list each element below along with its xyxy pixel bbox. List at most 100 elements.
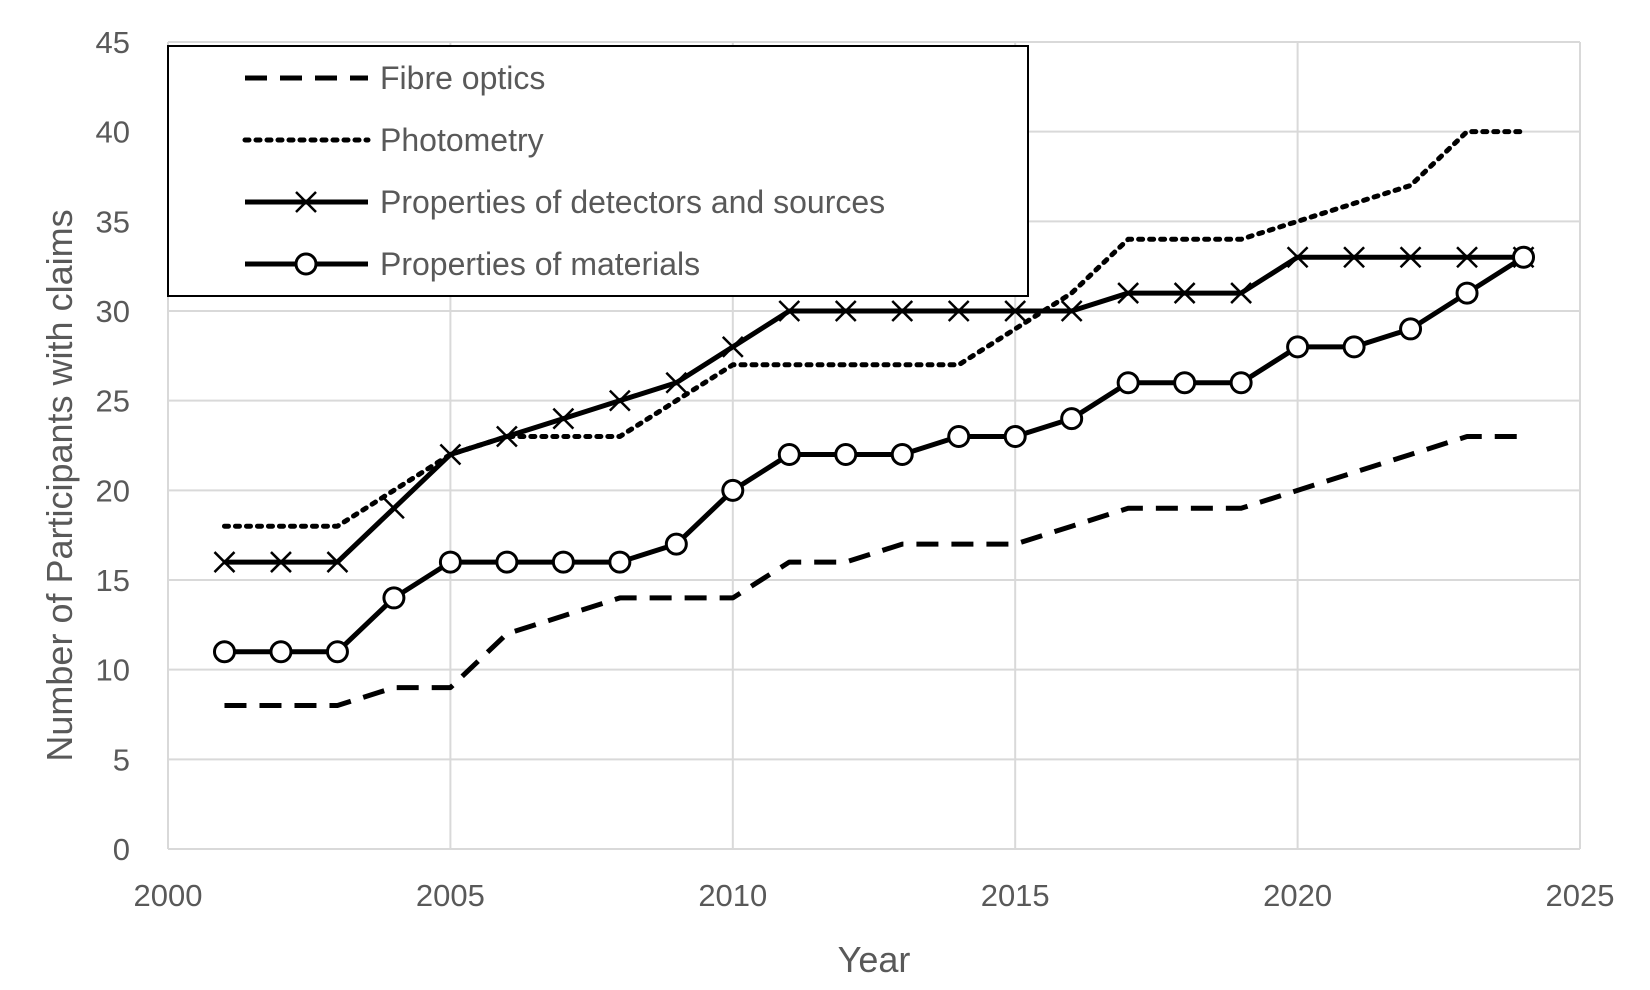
data-point	[778, 300, 801, 322]
marker-stroke	[834, 300, 857, 322]
legend-item: Photometry	[242, 122, 544, 158]
data-point	[1060, 300, 1083, 322]
data-point	[1456, 246, 1478, 269]
y-tick-label: 25	[96, 384, 130, 419]
data-point	[495, 550, 519, 574]
legend-item: Properties of detectors and sources	[245, 184, 885, 220]
marker-stroke	[721, 335, 744, 358]
legend-item: Properties of materials	[245, 246, 700, 282]
x-tick-label: 2005	[416, 878, 485, 913]
data-point	[1455, 281, 1479, 305]
data-point	[270, 551, 292, 573]
data-point	[608, 550, 632, 574]
legend-item: Fibre optics	[245, 60, 545, 96]
marker-stroke	[270, 551, 292, 573]
data-point	[438, 550, 462, 574]
data-point	[834, 442, 858, 466]
y-tick-label: 40	[96, 115, 130, 150]
marker-stroke	[1060, 300, 1083, 322]
data-point	[1004, 300, 1027, 322]
data-point	[213, 551, 236, 573]
legend-marker	[295, 191, 317, 213]
data-point	[495, 425, 518, 448]
series-4	[212, 245, 1536, 664]
data-point	[1116, 371, 1140, 395]
data-point	[1286, 335, 1310, 359]
data-point	[551, 550, 575, 574]
series-line	[224, 254, 1524, 565]
marker-stroke	[1117, 282, 1140, 304]
data-point	[664, 532, 688, 556]
x-tick-label: 2025	[1546, 878, 1615, 913]
marker-stroke	[295, 191, 317, 213]
data-point	[1229, 371, 1253, 395]
legend-label: Fibre optics	[380, 60, 545, 96]
marker-stroke	[1173, 282, 1196, 304]
data-point	[891, 300, 914, 322]
marker-stroke	[1399, 246, 1422, 269]
data-point	[325, 640, 349, 664]
series-line	[224, 255, 1525, 655]
data-point	[890, 442, 914, 466]
data-point	[721, 335, 744, 358]
marker-stroke	[1004, 300, 1027, 322]
data-point	[665, 371, 688, 394]
series-lines	[212, 129, 1536, 709]
y-tick-label: 45	[96, 25, 130, 60]
marker-stroke	[1230, 282, 1253, 304]
y-tick-label: 5	[113, 742, 130, 777]
marker-stroke	[665, 371, 688, 394]
data-point	[947, 425, 971, 449]
legend: Fibre optics Photometry Properties of dete…	[167, 45, 1029, 297]
marker-stroke	[552, 407, 575, 430]
y-tick-label: 35	[96, 204, 130, 239]
marker-stroke	[1456, 246, 1478, 269]
data-point	[1173, 371, 1197, 395]
data-point	[1399, 246, 1422, 269]
data-point	[1399, 317, 1423, 341]
data-point	[1117, 282, 1140, 304]
marker-stroke	[778, 300, 801, 322]
data-point	[1342, 335, 1366, 359]
data-point	[1003, 425, 1027, 449]
data-point	[552, 407, 575, 430]
y-tick-label: 20	[96, 473, 130, 508]
data-point	[777, 442, 801, 466]
data-point	[439, 443, 462, 466]
data-point	[1286, 246, 1309, 269]
marker-stroke	[383, 497, 405, 520]
data-point	[1060, 407, 1084, 431]
legend-marker	[294, 252, 318, 276]
series-line	[224, 434, 1524, 709]
data-point	[608, 389, 631, 412]
data-point	[326, 551, 349, 573]
marker-stroke	[1343, 246, 1365, 269]
marker-stroke	[891, 300, 914, 322]
x-tick-label: 2000	[134, 878, 203, 913]
data-point	[721, 478, 745, 502]
legend-label: Properties of materials	[380, 246, 700, 282]
x-tick-label: 2020	[1263, 878, 1332, 913]
marker-stroke	[326, 551, 349, 573]
y-tick-label: 30	[96, 294, 130, 329]
data-point	[269, 640, 293, 664]
x-tick-label: 2015	[981, 878, 1050, 913]
marker-stroke	[439, 443, 462, 466]
data-point	[383, 497, 405, 520]
marker-stroke	[608, 389, 631, 412]
data-point	[382, 586, 406, 610]
data-point	[212, 640, 236, 664]
data-point	[834, 300, 857, 322]
marker-stroke	[213, 551, 236, 573]
marker-stroke	[947, 300, 970, 322]
legend-label: Properties of detectors and sources	[380, 184, 885, 220]
data-point	[947, 300, 970, 322]
data-point	[1512, 245, 1536, 269]
y-tick-label: 0	[113, 832, 130, 867]
series-3	[213, 246, 1535, 573]
series-1	[224, 434, 1524, 709]
y-tick-label: 10	[96, 653, 130, 688]
data-point	[1173, 282, 1196, 304]
